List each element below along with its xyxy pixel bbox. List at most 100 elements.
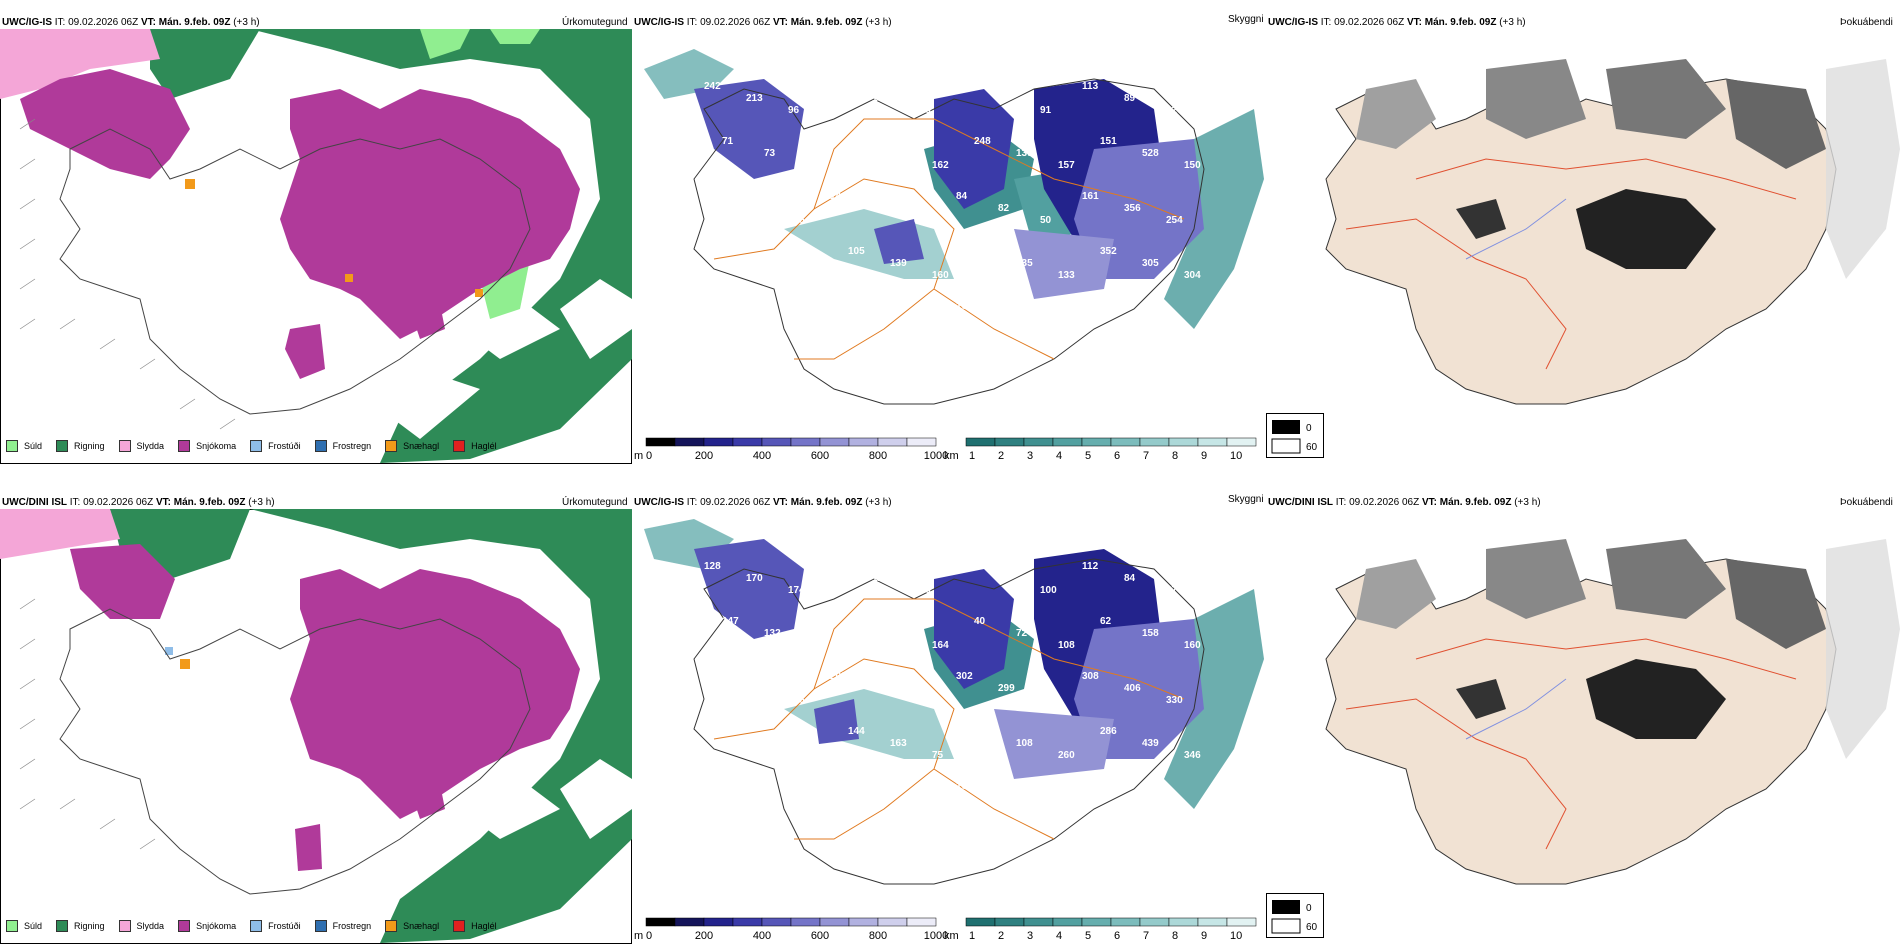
- visibility-tick-label: 6: [1114, 450, 1120, 462]
- visibility-colorbar-bin: [1168, 437, 1199, 447]
- legend-item: Slydda: [118, 920, 164, 932]
- ceiling-value-label: 100: [1040, 585, 1057, 596]
- visibility-tick-label: 3: [1027, 930, 1033, 942]
- row2-fog-legend: 0 60: [1266, 893, 1324, 938]
- ceiling-value-label: 308: [914, 105, 931, 116]
- ceiling-value-label: 91: [1040, 105, 1052, 116]
- ceiling-value-label: 238: [974, 246, 991, 257]
- ceiling-tick-label: 1000: [924, 930, 948, 942]
- visibility-colorbar-bin: [1081, 437, 1112, 447]
- ceiling-value-label: 103: [956, 301, 973, 312]
- ceiling-value-label: 139: [890, 258, 907, 269]
- visibility-colorbar-bin: [965, 437, 996, 447]
- visibility-tick-label: 1: [969, 450, 975, 462]
- ceiling-value-label: 308: [1082, 671, 1099, 682]
- ceiling-value-label: 85: [998, 573, 1010, 584]
- ceiling-value-label: 96: [872, 793, 884, 804]
- visibility-tick-label: 2: [998, 450, 1004, 462]
- ceiling-value-label: 104: [1124, 793, 1141, 804]
- ceiling-value-label: 75: [956, 561, 968, 572]
- ceiling-value-label: 90: [830, 81, 842, 92]
- legend-item: Haglél: [453, 440, 497, 452]
- visibility-colorbar-bin: [1139, 917, 1170, 927]
- ceiling-colorbar-bin: [703, 437, 734, 447]
- ceiling-value-label: 88: [914, 215, 926, 226]
- ceiling-value-label: 302: [956, 671, 973, 682]
- ceiling-value-label: 133: [872, 203, 889, 214]
- visibility-colorbar-bin: [1052, 437, 1083, 447]
- ceiling-value-label: 242: [704, 81, 721, 92]
- visibility-colorbar-bin: [1110, 437, 1141, 447]
- ceiling-value-label: 105: [956, 781, 973, 792]
- ceiling-value-label: 150: [746, 683, 763, 694]
- ceiling-value-label: 163: [890, 738, 907, 749]
- ceiling-value-label: 125: [872, 573, 889, 584]
- ceiling-tick-label: 600: [811, 930, 829, 942]
- row2-fog-title: UWC/DINI ISL IT: 09.02.2026 06Z VT: Mán.…: [1268, 497, 1541, 508]
- ceiling-value-label: 144: [848, 726, 865, 737]
- visibility-tick-label: 6: [1114, 930, 1120, 942]
- visibility-colorbar-bin: [1168, 917, 1199, 927]
- fog-legend-min: 0: [1306, 423, 1312, 434]
- ceiling-value-label: 151: [1100, 136, 1117, 147]
- ceiling-value-label: 169: [830, 561, 847, 572]
- ceiling-colorbar-bin: [790, 917, 821, 927]
- visibility-colorbar-bin: [1226, 917, 1257, 927]
- visibility-tick-label: 8: [1172, 930, 1178, 942]
- ceiling-colorbar-bin: [645, 437, 676, 447]
- row2-fog-map: [1325, 539, 1900, 885]
- ceiling-value-label: 305: [1142, 258, 1159, 269]
- row1-ceiling-field-name: Skyggni: [1228, 14, 1264, 25]
- ceiling-unit: m: [634, 930, 643, 942]
- ceiling-value-label: 147: [722, 616, 739, 627]
- fog-legend-min: 0: [1306, 903, 1312, 914]
- ceiling-value-label: 133: [1058, 270, 1075, 281]
- legend-item: Frostregn: [314, 440, 371, 452]
- ceiling-unit: m: [634, 450, 643, 462]
- row2-ceiling-title: UWC/IG-IS IT: 09.02.2026 06Z VT: Mán. 9.…: [634, 497, 892, 508]
- ceiling-value-label: 87: [764, 258, 776, 269]
- ceiling-value-label: 160: [1184, 640, 1201, 651]
- visibility-tick-label: 4: [1056, 930, 1062, 942]
- visibility-tick-label: 3: [1027, 450, 1033, 462]
- row1-fog-legend: 0 60: [1266, 413, 1324, 458]
- ceiling-value-label: 83: [956, 81, 968, 92]
- ceiling-value-label: 110: [974, 726, 991, 737]
- ceiling-colorbar-bin: [848, 917, 879, 927]
- ceiling-colorbar-bin: [674, 437, 705, 447]
- ceiling-tick-label: 800: [869, 450, 887, 462]
- ceiling-value-label: 105: [848, 246, 865, 257]
- legend-item: Snjókoma: [178, 440, 236, 452]
- visibility-tick-label: 4: [1056, 450, 1062, 462]
- ceiling-value-label: 163: [872, 93, 889, 104]
- ceiling-value-label: 78: [806, 160, 818, 171]
- ceiling-value-label: 127: [746, 793, 763, 804]
- visibility-colorbar-bin: [994, 437, 1025, 447]
- ceiling-value-label: 254: [1166, 215, 1183, 226]
- visibility-colorbar-bin: [965, 917, 996, 927]
- ceiling-value-label: 921: [998, 313, 1015, 324]
- ceiling-value-label: 356: [1124, 203, 1141, 214]
- visibility-colorbar-bin: [1081, 917, 1112, 927]
- ceiling-colorbar-bin: [732, 437, 763, 447]
- ceiling-value-label: 50: [1040, 215, 1052, 226]
- legend-item: Slydda: [118, 440, 164, 452]
- legend-item: Frostregn: [314, 920, 371, 932]
- ceiling-value-label: 135: [1016, 258, 1033, 269]
- ceiling-value-label: 72: [1016, 628, 1028, 639]
- ceiling-value-label: 108: [1016, 738, 1033, 749]
- fog-legend-max: 60: [1306, 442, 1318, 453]
- ceiling-colorbar-bin: [877, 437, 908, 447]
- ceiling-value-label: 213: [830, 781, 847, 792]
- ceiling-value-label: 213: [746, 93, 763, 104]
- visibility-tick-label: 2: [998, 930, 1004, 942]
- legend-item: Súld: [6, 920, 42, 932]
- ceiling-value-label: 128: [1166, 105, 1183, 116]
- visibility-colorbar-bin: [1197, 917, 1228, 927]
- ceiling-value-label: 108: [1058, 640, 1075, 651]
- ceiling-value-label: 316: [788, 325, 805, 336]
- ceiling-value-label: 145: [704, 671, 721, 682]
- ceiling-value-label: 176: [914, 585, 931, 596]
- row1-colorbars: m 0 200 400 600 800 1000 km 1 2 3 4 5 6 7 8 9 10: [634, 437, 1257, 462]
- legend-item: Frostúði: [250, 440, 301, 452]
